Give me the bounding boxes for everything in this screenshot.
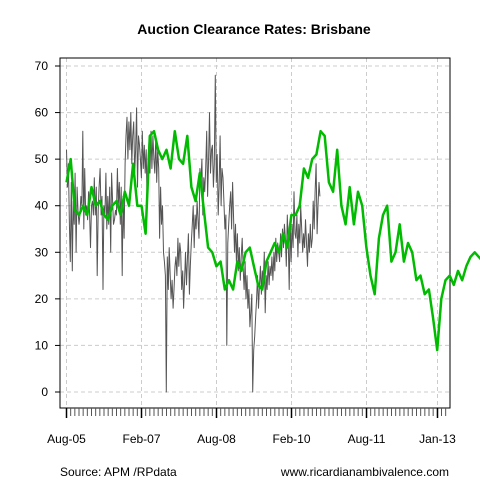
website-label: www.ricardianambivalence.com	[280, 465, 449, 479]
x-tick-label: Aug-05	[47, 432, 86, 446]
grid	[60, 58, 450, 408]
y-tick-label: 40	[35, 199, 49, 213]
x-tick-label: Aug-08	[197, 432, 236, 446]
average-series-line	[65, 129, 480, 352]
y-tick-label: 10	[35, 338, 49, 352]
y-tick-label: 20	[35, 292, 49, 306]
y-tick-label: 60	[35, 106, 49, 120]
y-tick-label: 30	[35, 245, 49, 259]
chart-title: Auction Clearance Rates: Brisbane	[137, 21, 371, 37]
x-axis: Aug-05 Feb-07 Aug-08 Feb-10 Aug-11 Jan-13	[47, 408, 456, 446]
y-tick-label: 50	[35, 152, 49, 166]
y-tick-label: 70	[35, 59, 49, 73]
x-tick-label: Feb-07	[122, 432, 160, 446]
plot-frame	[59, 57, 451, 409]
y-tick-label: 0	[41, 385, 48, 399]
series-layer	[65, 74, 480, 393]
x-tick-label: Aug-11	[348, 432, 386, 446]
weekly-series-line	[66, 74, 321, 393]
y-axis: 0 10 20 30 40 50 60 70	[35, 59, 60, 399]
x-tick-label: Feb-10	[272, 432, 310, 446]
x-tick-label: Jan-13	[419, 432, 456, 446]
source-label: Source: APM /RPdata	[60, 465, 177, 479]
